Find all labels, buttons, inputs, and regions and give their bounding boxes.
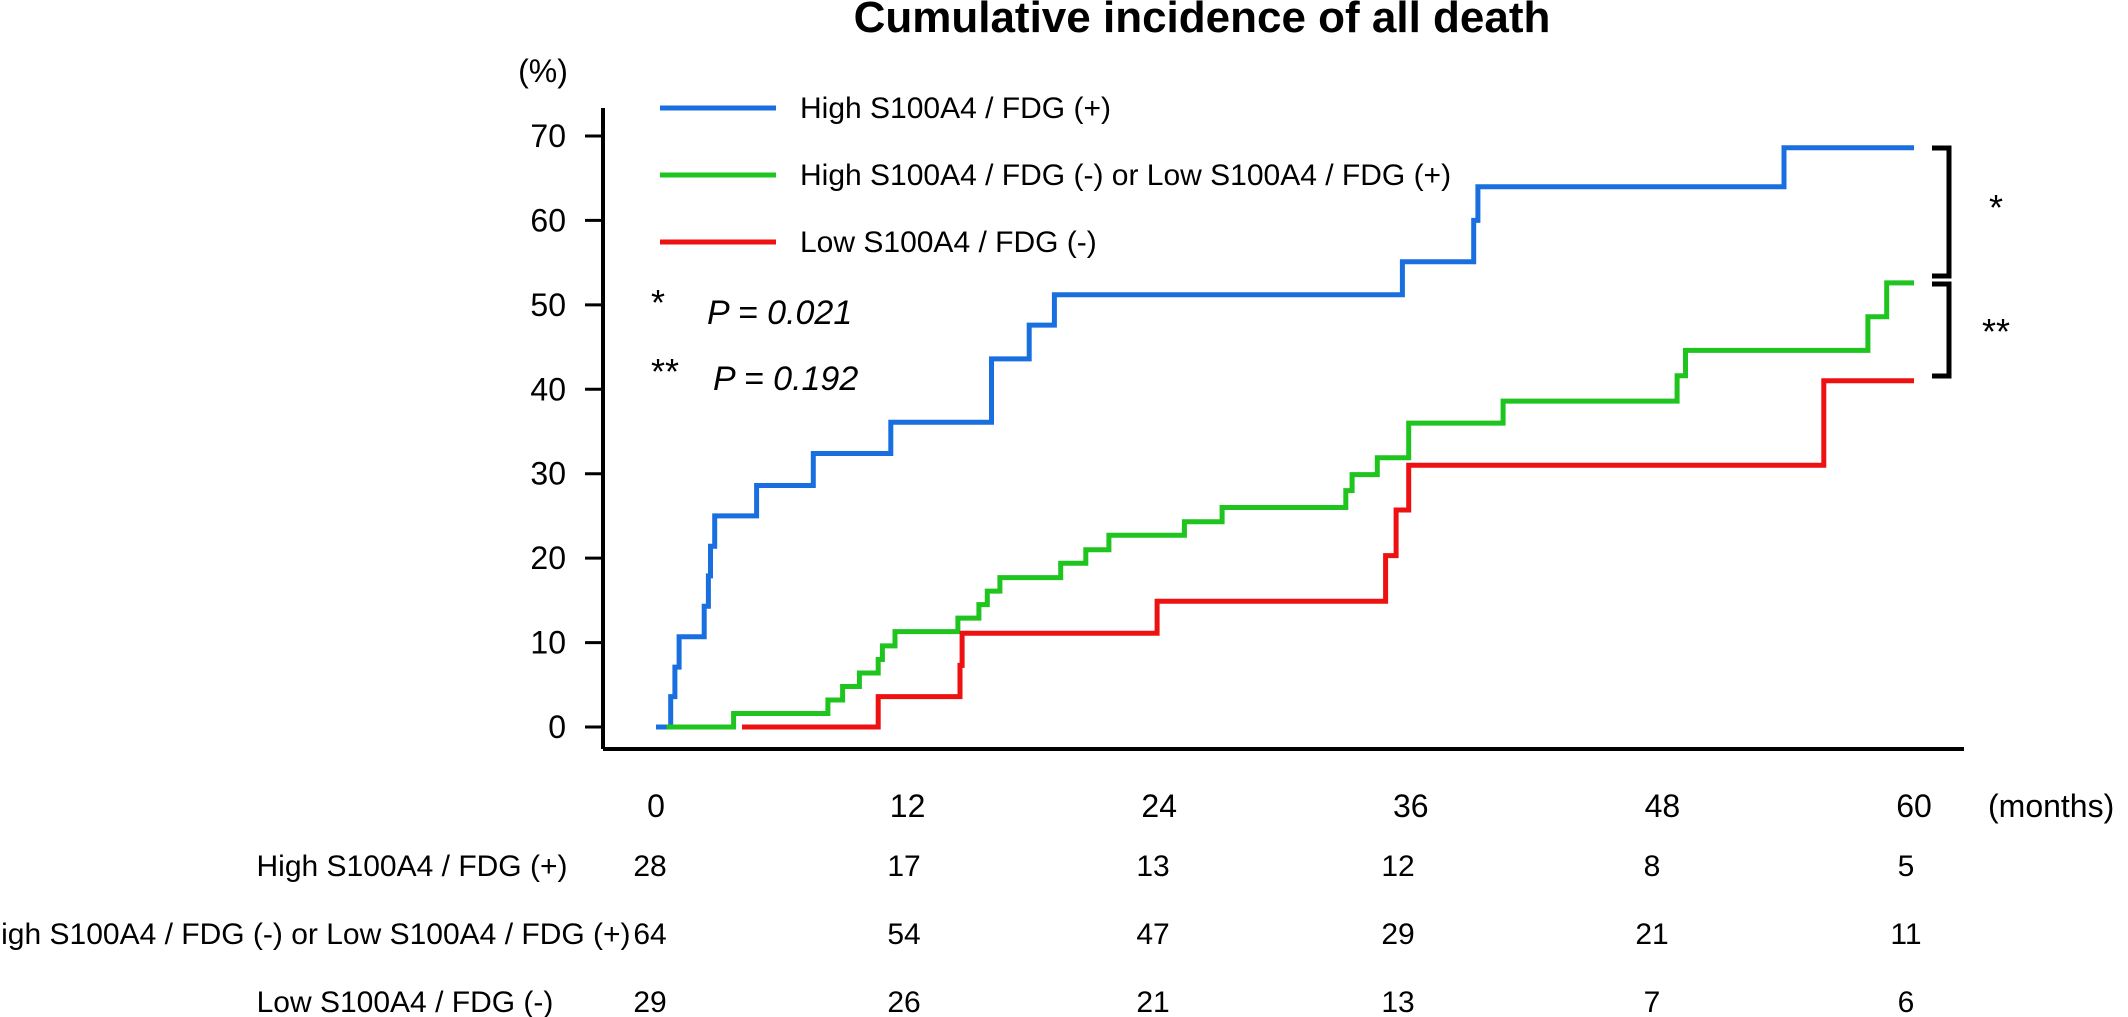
risk-table-cell: 8 <box>1644 850 1661 883</box>
risk-table-cell: 21 <box>1136 986 1169 1017</box>
risk-table-cell: 11 <box>1890 918 1921 951</box>
series-line-1 <box>656 145 1914 730</box>
y-tick-label: 0 <box>548 709 566 745</box>
risk-table-cell: 26 <box>887 986 920 1017</box>
x-tick-label: 48 <box>1645 788 1681 824</box>
y-tick-label: 60 <box>530 202 566 238</box>
chart-title: Cumulative incidence of all death <box>854 0 1551 42</box>
significance-bracket-2 <box>1932 281 1952 379</box>
y-tick-label: 70 <box>530 118 566 154</box>
annotation-star-2: ** <box>651 351 679 392</box>
series-line-2 <box>666 280 1914 730</box>
series-line-3 <box>742 378 1914 730</box>
x-tick-label: 0 <box>647 788 665 824</box>
risk-table-row-label: Low S100A4 / FDG (-) <box>257 986 554 1017</box>
significance-bracket-1 <box>1932 145 1952 279</box>
risk-table-cell: 7 <box>1644 986 1661 1017</box>
risk-table-cell: 29 <box>1381 918 1414 951</box>
significance-brackets: *** <box>1932 145 2010 379</box>
x-tick-label: 36 <box>1393 788 1429 824</box>
x-tick-label: 24 <box>1141 788 1177 824</box>
x-axis-unit-label: (months) <box>1988 788 2114 824</box>
risk-table-cell: 29 <box>633 986 666 1017</box>
series-layer <box>656 145 1914 730</box>
risk-table-cell: 28 <box>633 850 666 883</box>
risk-table-cell: 5 <box>1898 850 1915 883</box>
risk-table-cell: 12 <box>1381 850 1414 883</box>
risk-table-row-label: High S100A4 / FDG (-) or Low S100A4 / FD… <box>0 918 631 951</box>
risk-table-cell: 47 <box>1136 918 1169 951</box>
y-tick-label: 50 <box>530 287 566 323</box>
legend-label-3: Low S100A4 / FDG (-) <box>800 226 1097 259</box>
significance-bracket-label-1: * <box>1989 187 2003 228</box>
risk-table: High S100A4 / FDG (+) 28 17 13 12 8 5 High S100… <box>0 850 1922 1017</box>
legend-label-1: High S100A4 / FDG (+) <box>800 92 1111 125</box>
x-tick-label: 12 <box>890 788 926 824</box>
y-tick-label: 20 <box>530 540 566 576</box>
legend: High S100A4 / FDG (+) High S100A4 / FDG (… <box>660 92 1451 259</box>
x-tick-label: 60 <box>1896 788 1932 824</box>
risk-table-cell: 17 <box>887 850 920 883</box>
risk-table-cell: 6 <box>1898 986 1915 1017</box>
annotation-pvalue-2: P = 0.192 <box>713 360 858 398</box>
risk-table-cell: 13 <box>1381 986 1414 1017</box>
risk-table-cell: 64 <box>633 918 666 951</box>
risk-table-row-label: High S100A4 / FDG (+) <box>257 850 568 883</box>
y-tick-label: 10 <box>530 625 566 661</box>
y-tick-label: 40 <box>530 371 566 407</box>
risk-table-cell: 13 <box>1136 850 1169 883</box>
risk-table-cell: 54 <box>887 918 920 951</box>
significance-bracket-label-2: ** <box>1982 311 2010 352</box>
annotation-pvalue-1: P = 0.021 <box>707 294 852 332</box>
legend-label-2: High S100A4 / FDG (-) or Low S100A4 / FD… <box>800 159 1451 192</box>
axes: 0 10 20 30 40 50 60 70 0 12 24 36 48 60 <box>530 108 1964 824</box>
annotation-star-1: * <box>651 282 665 323</box>
y-axis-unit-label: (%) <box>518 53 568 89</box>
risk-table-cell: 21 <box>1635 918 1668 951</box>
y-tick-label: 30 <box>530 456 566 492</box>
